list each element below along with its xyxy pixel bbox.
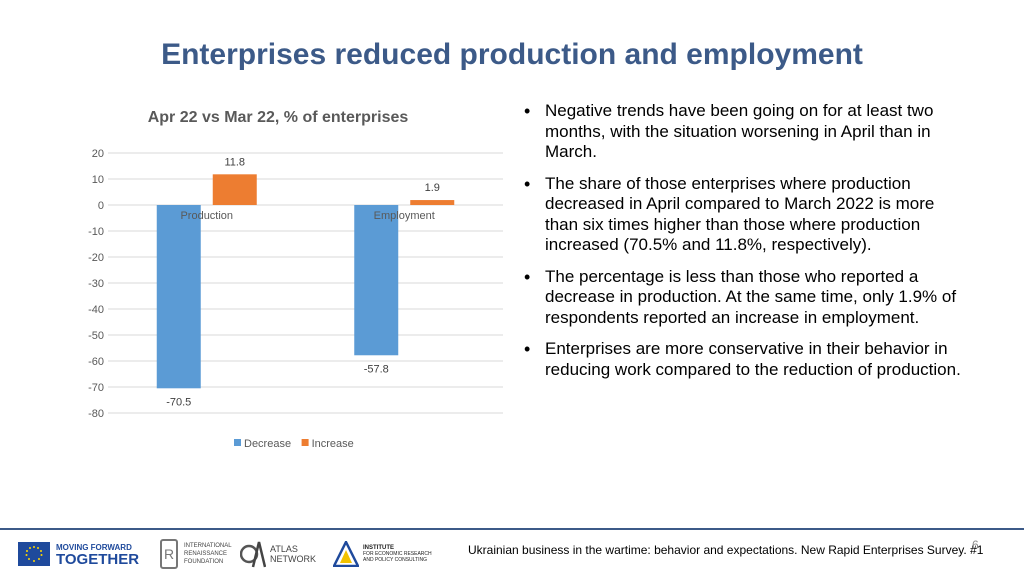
data-label: 1.9 <box>425 182 440 194</box>
eu-flag-icon <box>18 542 50 566</box>
irf-logo: R INTERNATIONAL RENAISSANCE FOUNDATION <box>160 538 232 570</box>
ier-logo: INSTITUTE FOR ECONOMIC RESEARCH AND POLI… <box>333 538 432 570</box>
irf-line1: INTERNATIONAL <box>184 543 232 549</box>
bullet-text: The share of those enterprises where pro… <box>545 173 935 255</box>
y-tick-label: -60 <box>88 356 104 368</box>
category-label: Production <box>180 210 233 222</box>
legend-label: Increase <box>312 438 354 450</box>
irf-logo-icon: R <box>160 539 178 569</box>
irf-line3: FOUNDATION <box>184 559 224 565</box>
y-tick-label: -70 <box>88 382 104 394</box>
ier-line1: INSTITUTE <box>363 545 394 551</box>
category-label: Employment <box>374 210 435 222</box>
bullet-text: Negative trends have been going on for a… <box>545 101 934 161</box>
slide-title: Enterprises reduced production and emplo… <box>161 38 863 71</box>
bar-chart: Apr 22 vs Mar 22, % of enterprises 20 10 0 -… <box>88 109 503 450</box>
bullet-dot-icon: • <box>524 266 531 287</box>
y-tick-label: -20 <box>88 252 104 264</box>
y-tick-label: 20 <box>92 148 104 160</box>
bullet-item: • Enterprises are more conservative in th… <box>524 339 964 380</box>
data-label: -57.8 <box>364 363 389 375</box>
bullet-dot-icon: • <box>524 339 531 359</box>
bullet-text: Enterprises are more conservative in the… <box>545 339 961 379</box>
atlas-logo-icon <box>240 541 266 568</box>
legend-swatch <box>234 439 241 446</box>
ier-line3: AND POLICY CONSULTING <box>363 557 427 563</box>
bullet-list: • Negative trends have been going on for … <box>524 101 964 391</box>
y-tick-label: -80 <box>88 408 104 420</box>
chart-title: Apr 22 vs Mar 22, % of enterprises <box>148 109 409 126</box>
footer-source: Ukrainian business in the wartime: behav… <box>468 543 984 557</box>
bullet-text: The percentage is less than those who re… <box>545 266 957 327</box>
bar-decrease-employment <box>354 205 399 356</box>
mft-line2: TOGETHER <box>56 551 140 568</box>
bar-decrease-production <box>156 205 201 389</box>
atlas-network-logo: ATLAS NETWORK <box>240 538 316 570</box>
ier-triangle-icon <box>333 541 359 567</box>
chart-area: Apr 22 vs Mar 22, % of enterprises 20 10 0 -… <box>60 100 510 460</box>
atlas-line1: ATLAS <box>270 544 298 554</box>
bar-increase-employment <box>410 200 455 205</box>
y-tick-label: -10 <box>88 226 104 238</box>
bullet-dot-icon: • <box>524 101 531 121</box>
data-label: 11.8 <box>224 156 245 168</box>
moving-forward-together-logo: MOVING FORWARD TOGETHER <box>18 538 139 570</box>
atlas-line2: NETWORK <box>270 554 316 564</box>
y-tick-label: -40 <box>88 304 104 316</box>
data-label: -70.5 <box>166 396 191 408</box>
bullet-item: • The percentage is less than those who r… <box>524 267 964 329</box>
y-tick-label: -50 <box>88 330 104 342</box>
bar-increase-production <box>212 174 257 205</box>
bullet-item: • Negative trends have been going on for … <box>524 101 964 163</box>
legend-swatch <box>301 439 309 446</box>
page-number: 6 <box>972 538 979 552</box>
footer-divider <box>0 528 1024 530</box>
bullet-item: • The share of those enterprises where pr… <box>524 174 964 256</box>
bullet-dot-icon: • <box>524 173 531 194</box>
mft-line1: MOVING FORWARD <box>56 543 132 552</box>
y-tick-label: -30 <box>88 278 104 290</box>
ier-line2: FOR ECONOMIC RESEARCH <box>363 551 432 557</box>
irf-line2: RENAISSANCE <box>184 551 228 557</box>
legend-label: Decrease <box>244 438 291 450</box>
y-tick-label: 10 <box>92 174 104 186</box>
y-tick-label: 0 <box>98 200 104 212</box>
